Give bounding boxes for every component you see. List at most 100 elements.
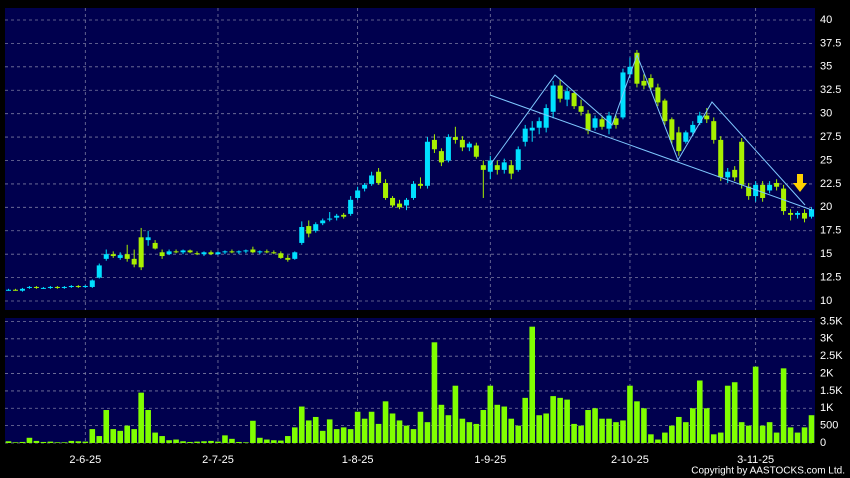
volume-bar xyxy=(801,427,808,443)
volume-bar xyxy=(5,441,12,443)
volume-bar xyxy=(676,416,682,443)
candle-body xyxy=(334,215,340,218)
candle-body xyxy=(795,212,801,215)
volume-bar xyxy=(110,429,117,443)
volume-bar xyxy=(662,432,668,443)
candle-body xyxy=(75,286,81,288)
y-tick-label: 12.5 xyxy=(820,271,841,283)
volume-bar xyxy=(312,416,319,443)
volume-bar xyxy=(599,418,605,443)
y-tick-label: 2K xyxy=(820,367,834,379)
candle-body xyxy=(669,119,675,140)
candle-body xyxy=(271,252,277,254)
volume-bar xyxy=(522,397,529,443)
volume-bar xyxy=(780,368,787,443)
volume-bar xyxy=(291,427,298,443)
y-tick-label: 500 xyxy=(820,420,838,432)
credit: Copyright by AASTOCKS.com Ltd. xyxy=(691,466,845,477)
candle-body xyxy=(152,242,158,249)
candle-body xyxy=(445,137,451,161)
volume-bar xyxy=(319,430,326,443)
candle-body xyxy=(222,251,228,253)
volume-bar xyxy=(236,441,242,443)
y-tick-label: 32.5 xyxy=(820,84,841,96)
candle-body xyxy=(201,252,207,255)
candle-body xyxy=(229,251,235,253)
arrow xyxy=(793,174,807,192)
volume-bar xyxy=(152,432,158,443)
candle-body xyxy=(19,288,25,291)
candle-body xyxy=(145,237,151,241)
y-tick-label: 20 xyxy=(820,201,832,213)
volume-bar xyxy=(333,429,340,443)
volume-bar xyxy=(773,432,780,443)
candle-body xyxy=(180,250,186,253)
volume-bar xyxy=(215,441,221,443)
candle-body xyxy=(306,226,312,234)
volume-bar xyxy=(201,441,207,443)
candle-body xyxy=(40,287,46,289)
candle-body xyxy=(746,186,752,197)
volume-bar xyxy=(669,425,675,443)
candle-body xyxy=(236,251,242,253)
candle-body xyxy=(159,252,165,257)
volume-bar xyxy=(250,420,256,443)
candle-body xyxy=(808,209,815,217)
volume-bar xyxy=(19,441,26,443)
volume-bar xyxy=(529,326,535,443)
candle-body xyxy=(54,286,60,288)
volume-bar xyxy=(466,422,473,443)
candle-body xyxy=(676,132,682,152)
volume-bar xyxy=(731,382,738,443)
volume-bar xyxy=(82,441,89,443)
trend-line xyxy=(489,94,813,211)
candle-body xyxy=(613,118,619,125)
volume-bar xyxy=(417,411,424,443)
volume-bar xyxy=(187,441,193,443)
candle-body xyxy=(264,251,270,253)
volume-bar xyxy=(138,392,144,443)
candle-body xyxy=(131,258,137,265)
candle-body xyxy=(732,169,738,178)
volume-bar xyxy=(613,422,619,443)
x-tick-label: 2-6-25 xyxy=(69,454,101,466)
candle-body xyxy=(529,127,535,131)
volume-bar xyxy=(194,441,200,443)
volume-bar xyxy=(389,413,396,443)
candle-body xyxy=(243,250,249,252)
candle-body xyxy=(592,118,598,128)
volume-bar xyxy=(26,437,33,443)
volume-bar xyxy=(243,442,249,443)
volume-bar xyxy=(515,425,522,443)
candle-body xyxy=(5,289,12,291)
volume-bar xyxy=(410,429,417,443)
volume-bar xyxy=(159,436,165,443)
candle-body xyxy=(390,197,396,206)
candle-body xyxy=(536,121,542,128)
candle-body xyxy=(473,145,479,157)
candle-body xyxy=(173,251,179,253)
candle-body xyxy=(739,141,745,185)
volume-bar xyxy=(96,436,103,443)
volume-bar xyxy=(550,396,556,443)
volume-bar xyxy=(403,425,410,443)
volume-bar xyxy=(738,422,745,443)
volume-bar xyxy=(445,415,452,443)
volume-bar xyxy=(487,385,494,443)
candle-body xyxy=(578,106,584,112)
candle-body xyxy=(424,141,430,186)
volume-bar xyxy=(452,385,459,443)
x-tick-label: 3-11-25 xyxy=(737,454,774,466)
volume-bar xyxy=(710,434,717,443)
volume-bar xyxy=(543,413,549,443)
y-tick-label: 30 xyxy=(820,108,832,120)
y-tick-label: 22.5 xyxy=(820,178,841,190)
candle-body xyxy=(627,66,633,75)
volume-bar xyxy=(340,427,347,443)
volume-bar xyxy=(752,366,759,443)
volume-bar xyxy=(438,404,445,443)
volume-bar xyxy=(271,440,277,443)
candle-body xyxy=(655,87,661,103)
candle-body xyxy=(250,249,256,253)
